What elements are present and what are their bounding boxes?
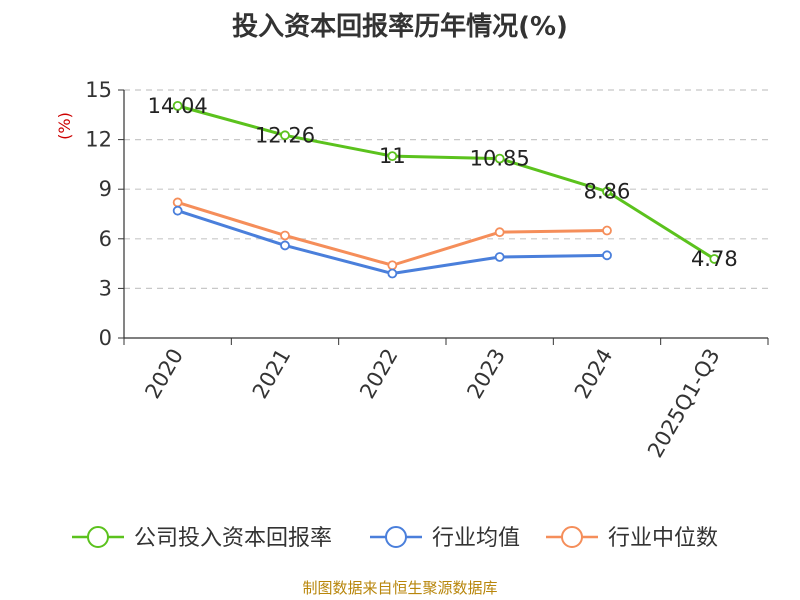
y-tick-label: 0 — [99, 326, 112, 350]
data-point[interactable] — [709, 254, 720, 264]
data-point[interactable] — [602, 250, 612, 261]
grid-lines — [124, 89, 768, 289]
source-note: 制图数据来自恒生聚源数据库 — [302, 579, 498, 597]
data-point[interactable] — [280, 130, 290, 141]
legend-label[interactable]: 公司投入资本回报率 — [134, 526, 332, 551]
data-point[interactable] — [280, 240, 290, 251]
y-tick-label: 9 — [99, 177, 112, 201]
data-point[interactable] — [172, 205, 183, 216]
data-labels: 14.04 12.26 11 10.85 8.86 4.78 — [148, 94, 738, 271]
y-tick-label: 12 — [85, 128, 112, 152]
y-tick-label: 3 — [99, 276, 112, 300]
y-tick-label: 15 — [85, 78, 112, 102]
chart-title: 投入资本回报率历年情况(%) — [232, 12, 568, 42]
x-tick-label: 2021 — [248, 345, 296, 403]
data-point[interactable] — [602, 225, 612, 236]
series-line — [177, 104, 716, 261]
legend[interactable]: 公司投入资本回报率 行业均值 行业中位数 — [72, 526, 718, 551]
data-point[interactable] — [387, 260, 398, 271]
data-point[interactable] — [387, 268, 398, 279]
data-point[interactable] — [280, 230, 290, 241]
data-point[interactable] — [172, 100, 183, 111]
data-point[interactable] — [494, 252, 505, 262]
series-group — [172, 100, 720, 279]
y-axis-label: (%) — [55, 112, 74, 140]
data-label: 8.86 — [584, 180, 631, 204]
data-point[interactable] — [387, 151, 398, 162]
axes: 0 3 6 9 12 15 2020 2021 2022 2023 2024 2025Q1-Q3 — [85, 78, 769, 462]
legend-label[interactable]: 行业中位数 — [608, 526, 718, 551]
data-point[interactable] — [602, 186, 612, 197]
x-tick-label: 2023 — [462, 344, 510, 402]
legend-label[interactable]: 行业均值 — [432, 526, 520, 551]
legend-marker[interactable] — [87, 526, 109, 548]
data-label: 14.04 — [148, 94, 208, 118]
data-point[interactable] — [494, 153, 505, 164]
data-label: 4.78 — [691, 247, 738, 271]
x-tick-label: 2025Q1-Q3 — [643, 345, 725, 462]
data-label: 10.85 — [470, 147, 530, 171]
data-label: 11 — [379, 144, 406, 168]
legend-marker[interactable] — [385, 526, 407, 548]
data-label: 12.26 — [255, 123, 315, 147]
x-tick-label: 2020 — [140, 345, 188, 403]
x-tick-label: 2022 — [355, 345, 403, 403]
legend-marker[interactable] — [561, 526, 583, 548]
y-tick-label: 6 — [99, 227, 112, 251]
data-point[interactable] — [172, 197, 183, 208]
data-point[interactable] — [494, 227, 505, 238]
x-tick-label: 2024 — [570, 345, 618, 403]
